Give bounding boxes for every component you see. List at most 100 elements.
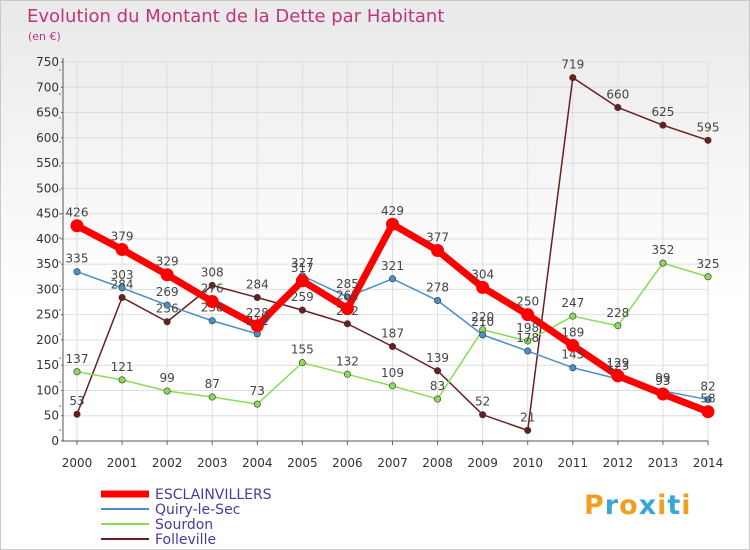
data-label: 278 <box>426 281 449 295</box>
data-label: 250 <box>516 295 539 309</box>
x-tick-label: 2008 <box>422 456 453 470</box>
data-point <box>295 274 309 288</box>
data-point <box>388 275 396 283</box>
y-tick-label: 0 <box>51 434 59 448</box>
x-tick-label: 2005 <box>287 456 318 470</box>
data-label: 259 <box>291 290 314 304</box>
data-label: 228 <box>606 306 629 320</box>
data-point <box>343 320 351 328</box>
data-label: 99 <box>160 371 175 385</box>
data-label: 21 <box>520 410 535 424</box>
y-tick-label: 600 <box>36 131 59 145</box>
data-point <box>434 297 442 305</box>
data-label: 83 <box>430 379 445 393</box>
data-label: 189 <box>561 325 584 339</box>
data-point <box>73 368 81 376</box>
x-tick-label: 2012 <box>603 456 634 470</box>
data-label: 53 <box>69 394 84 408</box>
data-point <box>386 217 399 231</box>
data-point <box>208 317 216 325</box>
data-point <box>388 382 396 390</box>
data-point <box>659 121 667 129</box>
x-tick-label: 2014 <box>693 456 724 470</box>
y-tick-label: 150 <box>36 358 59 372</box>
data-point <box>521 308 535 322</box>
data-label: 284 <box>246 277 269 291</box>
data-point <box>704 136 712 144</box>
y-tick-label: 450 <box>36 207 59 221</box>
legend-label: Folleville <box>155 532 216 548</box>
y-tick-label: 750 <box>36 55 59 69</box>
data-label: 262 <box>336 289 359 303</box>
data-point <box>388 343 396 351</box>
data-label: 82 <box>700 380 715 394</box>
data-point <box>479 411 487 419</box>
data-label: 303 <box>111 268 134 282</box>
x-tick-label: 2001 <box>107 456 138 470</box>
proxiti-logo: Proxiti <box>584 490 692 521</box>
data-point <box>163 301 171 309</box>
data-label: 660 <box>606 87 629 101</box>
x-tick-label: 2011 <box>558 456 589 470</box>
data-point <box>208 393 216 401</box>
data-label: 109 <box>381 366 404 380</box>
data-label: 93 <box>655 374 670 388</box>
data-point <box>160 268 174 282</box>
data-label: 145 <box>561 348 584 362</box>
data-label: 377 <box>426 230 449 244</box>
y-tick-label: 650 <box>36 106 59 120</box>
data-label: 325 <box>697 257 720 271</box>
data-label: 285 <box>336 277 359 291</box>
data-point <box>118 293 126 301</box>
data-label: 139 <box>426 351 449 365</box>
data-point <box>70 219 84 233</box>
data-label: 317 <box>291 261 314 275</box>
data-point <box>569 312 577 320</box>
data-label: 719 <box>561 58 584 72</box>
data-label: 132 <box>336 354 359 368</box>
data-point <box>476 280 490 294</box>
data-point <box>614 322 622 330</box>
data-label: 73 <box>250 384 265 398</box>
data-point <box>208 281 216 289</box>
data-point <box>614 103 622 111</box>
data-point <box>343 293 351 301</box>
legend-label: Quiry-le-Sec <box>155 502 240 518</box>
data-label: 87 <box>205 377 220 391</box>
data-point <box>569 74 577 82</box>
data-label: 269 <box>156 285 179 299</box>
data-point <box>340 302 354 316</box>
y-tick-label: 200 <box>36 333 59 347</box>
data-label: 228 <box>246 306 269 320</box>
x-tick-label: 2013 <box>648 456 679 470</box>
data-label: 379 <box>111 229 134 243</box>
x-tick-label: 2002 <box>152 456 183 470</box>
data-label: 308 <box>201 265 224 279</box>
x-tick-label: 2006 <box>332 456 363 470</box>
data-point <box>434 367 442 375</box>
data-point <box>115 242 129 256</box>
y-tick-label: 350 <box>36 257 59 271</box>
data-point <box>566 338 580 352</box>
data-point <box>343 370 351 378</box>
x-tick-label: 2004 <box>242 456 273 470</box>
x-tick-label: 2009 <box>467 456 498 470</box>
data-point <box>298 306 306 314</box>
data-label: 327 <box>291 256 314 270</box>
data-label: 595 <box>697 120 720 134</box>
chart-unit: (en €) <box>28 30 61 43</box>
data-point <box>524 347 532 355</box>
y-tick-label: 400 <box>36 232 59 246</box>
y-tick-label: 300 <box>36 282 59 296</box>
data-point <box>73 410 81 418</box>
data-point <box>431 243 445 257</box>
data-point <box>659 259 667 267</box>
data-label: 276 <box>201 282 224 296</box>
data-point <box>701 405 715 419</box>
data-point <box>253 293 261 301</box>
data-point <box>611 369 625 383</box>
y-tick-label: 700 <box>36 80 59 94</box>
data-point <box>524 426 532 434</box>
data-label: 247 <box>561 296 584 310</box>
